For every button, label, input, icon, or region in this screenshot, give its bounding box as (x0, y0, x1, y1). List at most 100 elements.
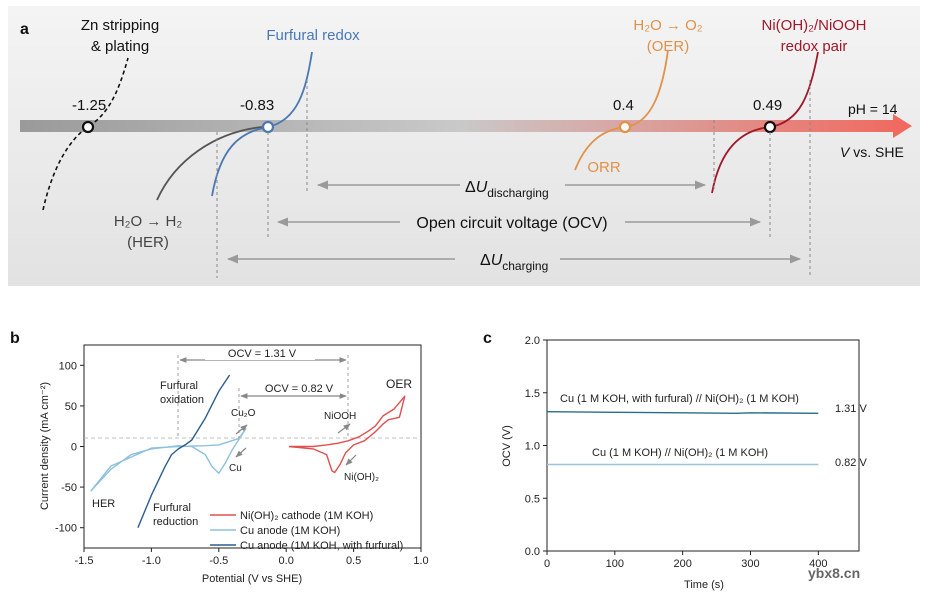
charging-label: ΔUcharging (480, 252, 548, 273)
ph-label: pH = 14 (848, 101, 898, 117)
panel-b-series-line-0 (288, 395, 406, 474)
axis-label-v: V (840, 144, 851, 160)
panel-c-xtick-label: 0 (544, 558, 550, 570)
panel-b-ytick-label: 100 (59, 360, 77, 372)
panel-c-xtick-label: 400 (809, 558, 827, 570)
panel-c-ytick-label: 0.5 (525, 493, 540, 505)
panel-c-xtick-label: 300 (741, 558, 759, 570)
ni-value: 0.49 (753, 97, 782, 114)
panel-b-letter: b (10, 330, 20, 347)
legend-label-nioh2: Ni(OH)₂ cathode (1M KOH) (240, 510, 373, 522)
potential-axis (20, 120, 898, 132)
panel-c-bottom-series-label: Cu (1 M KOH) // Ni(OH)₂ (1 M KOH) (592, 447, 768, 459)
oer-value: 0.4 (613, 97, 634, 114)
panel-c-ytick-label: 0.0 (525, 546, 540, 558)
panel-b-series (90, 374, 406, 528)
panel-b-ytick-label: 50 (65, 401, 77, 413)
panel-c-ytick-label: 2.0 (525, 335, 540, 347)
panel-b-xtick-label: -1.0 (142, 555, 161, 567)
axis-label-rest: vs. SHE (849, 144, 903, 160)
panel-b-xlabel: Potential (V vs SHE) (202, 573, 302, 585)
panel-c-top-series-label: Cu (1 M KOH, with furfural) // Ni(OH)₂ (… (560, 393, 799, 405)
panel-c-xlabel: Time (s) (684, 579, 724, 591)
charging-u: U (491, 252, 503, 269)
cu2o-label: Cu₂O (231, 408, 256, 419)
watermark: ybx8.cn (808, 565, 860, 581)
panel-c-letter: c (483, 330, 492, 347)
ocv-top-label-bg (205, 347, 315, 360)
charging-sub: charging (502, 259, 548, 273)
panel-a-background (8, 6, 920, 286)
zn-point (81, 120, 95, 134)
panel-b-ticks: -1.5 -1.0 -0.5 0.0 0.5 1.0 -100 -50 0 50 100 (55, 360, 429, 567)
panel-b-small-arrows (235, 423, 357, 466)
panel-b-xtick-label: -1.5 (75, 555, 94, 567)
furfural-oxidation-label-1: Furfural (160, 380, 198, 392)
panel-b: b -1.5 -1.0 -0.5 0.0 0.5 1.0 -100 -50 0 50 100 Pot… (10, 330, 429, 585)
discharging-u: U (476, 179, 488, 196)
panel-c-xtick-label: 100 (606, 558, 624, 570)
panel-a-letter: a (20, 21, 29, 38)
cu-arrow (235, 447, 247, 458)
panel-b-ytick-label: -100 (55, 523, 77, 535)
furfural-value: -0.83 (240, 97, 274, 114)
axis-label: V vs. SHE (840, 144, 904, 160)
cu2o-arrow (235, 424, 248, 435)
furfural-reduction-label-1: Furfural (153, 502, 191, 514)
panel-b-ytick-label: -50 (61, 482, 77, 494)
niooh-arrow (337, 423, 351, 434)
panel-b-xtick-label: 0.5 (346, 555, 361, 567)
panel-a: a pH = 14 V vs. SHE -1.25 Zn stripping &… (8, 6, 920, 286)
discharging-label: ΔUdischarging (465, 179, 549, 200)
furfural-point (261, 120, 275, 134)
ocv-bottom-label-bg (258, 383, 340, 395)
potential-axis-arrowhead (893, 114, 912, 138)
discharging-sub: discharging (487, 186, 548, 200)
panel-b-xtick-label: 0.0 (279, 555, 294, 567)
panel-c-ytick-label: 1.0 (525, 441, 540, 453)
legend-label-cu: Cu anode (1M KOH) (240, 525, 340, 537)
cu-label: Cu (229, 463, 242, 474)
ocv-bottom-label: OCV = 0.82 V (265, 383, 334, 395)
zn-label-line1: Zn stripping (81, 17, 159, 34)
oer-point (618, 120, 632, 134)
panel-c-top-value: 1.31 V (835, 403, 867, 415)
legend-label-cu-furfural: Cu anode (1M KOH, with furfural) (240, 540, 403, 552)
her-curve (156, 126, 263, 201)
orr-label: ORR (587, 159, 621, 176)
reference-lines (216, 80, 811, 278)
ni-point (763, 120, 777, 134)
niooh-label: NiOOH (324, 411, 356, 422)
panel-c-ticks: 0 100 200 300 400 0.0 0.5 1.0 1.5 2.0 (525, 335, 828, 570)
discharging-delta: Δ (465, 179, 476, 196)
panel-c-series-line-0 (546, 411, 819, 414)
furfural-label: Furfural redox (266, 27, 360, 44)
furfural-oxidation-label-2: oxidation (160, 394, 204, 406)
panel-b-xtick-label: -0.5 (209, 555, 228, 567)
panel-c-bottom-value: 0.82 V (835, 457, 867, 469)
panel-c-frame (546, 339, 860, 552)
nioh2-arrow (345, 454, 357, 466)
panel-c-ylabel: OCV (V) (501, 425, 513, 467)
oer-b-label: OER (386, 377, 412, 391)
panel-b-ylabel: Current density (mA cm⁻²) (39, 382, 51, 510)
panel-c-xtick-label: 200 (673, 558, 691, 570)
zn-label-line2: & plating (91, 38, 149, 55)
panel-b-xtick-label: 1.0 (413, 555, 428, 567)
panel-b-ytick-label: 0 (71, 442, 77, 454)
zn-curve (42, 57, 129, 211)
furfural-reduction-label-2: reduction (153, 516, 198, 528)
zn-value: -1.25 (72, 97, 106, 114)
ni-label-line2: redox pair (781, 38, 848, 55)
oer-label-line2: (OER) (647, 38, 690, 55)
charging-delta: Δ (480, 252, 491, 269)
panel-b-legend: Ni(OH)₂ cathode (1M KOH) Cu anode (1M KO… (210, 510, 403, 552)
her-label-line2: (HER) (127, 234, 169, 251)
her-label-line1: H₂O → H₂ (114, 213, 182, 230)
ocv-top-label: OCV = 1.31 V (228, 348, 297, 360)
nioh2-label: Ni(OH)₂ (344, 472, 379, 483)
panel-b-series-line-2 (137, 374, 231, 528)
panel-c-ytick-label: 1.5 (525, 388, 540, 400)
